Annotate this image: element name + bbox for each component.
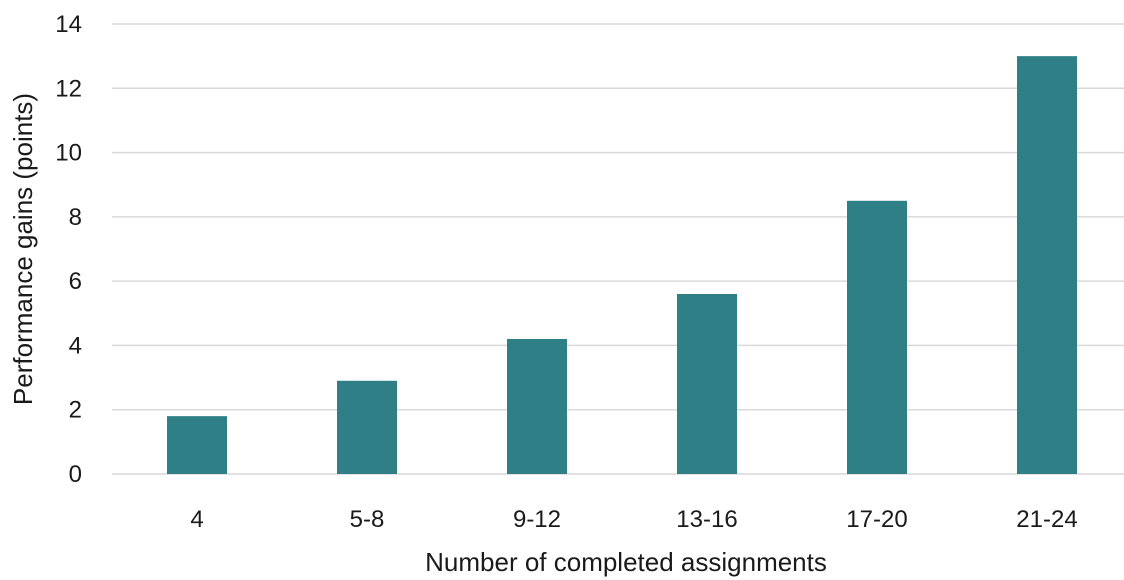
x-axis-label: Number of completed assignments bbox=[425, 547, 827, 577]
y-tick-label: 6 bbox=[69, 268, 82, 295]
y-tick-label: 2 bbox=[69, 397, 82, 424]
x-tick-label: 5-8 bbox=[350, 506, 385, 533]
y-tick-label: 12 bbox=[55, 75, 82, 102]
x-tick-label: 21-24 bbox=[1016, 506, 1077, 533]
bar bbox=[507, 339, 567, 474]
y-tick-label: 10 bbox=[55, 140, 82, 167]
x-tick-label: 17-20 bbox=[846, 506, 907, 533]
x-tick-label: 13-16 bbox=[676, 506, 737, 533]
y-tick-label: 4 bbox=[69, 332, 82, 359]
y-tick-label: 8 bbox=[69, 204, 82, 231]
gridlines bbox=[112, 23, 1124, 475]
y-tick-label: 14 bbox=[55, 11, 82, 38]
bar bbox=[1017, 56, 1077, 475]
x-tick-labels: 4 5-8 9-12 13-16 17-20 21-24 bbox=[190, 506, 1077, 533]
x-tick-label: 4 bbox=[190, 506, 203, 533]
bar bbox=[167, 416, 227, 474]
bar bbox=[677, 294, 737, 474]
bars bbox=[167, 56, 1077, 475]
y-tick-labels: 0 2 4 6 8 10 12 14 bbox=[55, 11, 82, 488]
x-tick-label: 9-12 bbox=[513, 506, 561, 533]
y-tick-label: 0 bbox=[69, 461, 82, 488]
y-axis-label: Performance gains (points) bbox=[8, 93, 38, 405]
bar bbox=[337, 380, 397, 474]
bar bbox=[847, 200, 907, 475]
